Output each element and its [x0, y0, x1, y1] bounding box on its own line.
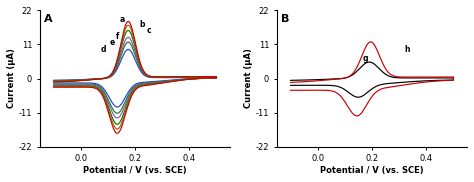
Text: f: f: [116, 32, 119, 41]
Text: B: B: [281, 13, 289, 23]
Text: g: g: [363, 54, 368, 63]
Text: c: c: [146, 26, 151, 35]
Text: b: b: [139, 20, 145, 29]
Y-axis label: Current (μA): Current (μA): [244, 49, 253, 108]
Text: a: a: [120, 15, 125, 24]
X-axis label: Potential / V (vs. SCE): Potential / V (vs. SCE): [320, 166, 424, 175]
X-axis label: Potential / V (vs. SCE): Potential / V (vs. SCE): [83, 166, 187, 175]
Text: h: h: [404, 45, 410, 54]
Text: e: e: [110, 37, 115, 47]
Text: d: d: [101, 45, 107, 54]
Y-axis label: Current (μA): Current (μA): [7, 49, 16, 108]
Text: A: A: [44, 13, 53, 23]
